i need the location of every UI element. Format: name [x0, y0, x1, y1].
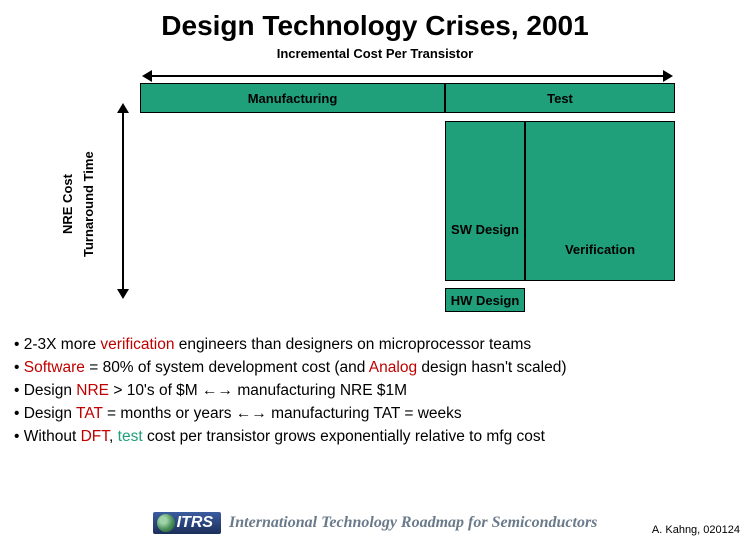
credit: A. Kahng, 020124 — [652, 524, 740, 536]
footer: ITRS International Technology Roadmap fo… — [0, 512, 750, 534]
bullet-list: 2-3X more verification engineers than de… — [0, 329, 750, 448]
block-verification: Verification — [525, 121, 675, 281]
y-axis-labels: NRE Cost Turnaround Time — [60, 129, 96, 279]
block-test: Test — [445, 83, 675, 113]
y-axis-arrow — [122, 111, 124, 291]
y-label-tat: Turnaround Time — [81, 129, 96, 279]
double-arrow-icon: ←→ — [202, 382, 233, 399]
globe-icon — [157, 514, 175, 532]
bullet-item: 2-3X more verification engineers than de… — [14, 335, 744, 356]
y-label-nre: NRE Cost — [60, 129, 75, 279]
x-axis-arrow — [150, 75, 665, 77]
bullet-item: Design TAT = months or years ←→ manufact… — [14, 404, 744, 425]
block-manufacturing: Manufacturing — [140, 83, 445, 113]
itrs-full-name: International Technology Roadmap for Sem… — [229, 514, 597, 532]
bullet-item: Without DFT, test cost per transistor gr… — [14, 427, 744, 448]
block-sw-design: SW Design — [445, 121, 525, 281]
bullet-item: Software = 80% of system development cos… — [14, 358, 744, 379]
subtitle: Incremental Cost Per Transistor — [0, 46, 750, 69]
diagram: NRE Cost Turnaround Time ManufacturingTe… — [50, 69, 700, 329]
bullet-item: Design NRE > 10's of $M ←→ manufacturing… — [14, 381, 744, 402]
itrs-badge-text: ITRS — [177, 514, 213, 532]
double-arrow-icon: ←→ — [236, 405, 267, 422]
block-hw-design: HW Design — [445, 288, 525, 312]
itrs-logo: ITRS — [153, 512, 221, 534]
page-title: Design Technology Crises, 2001 — [0, 0, 750, 46]
